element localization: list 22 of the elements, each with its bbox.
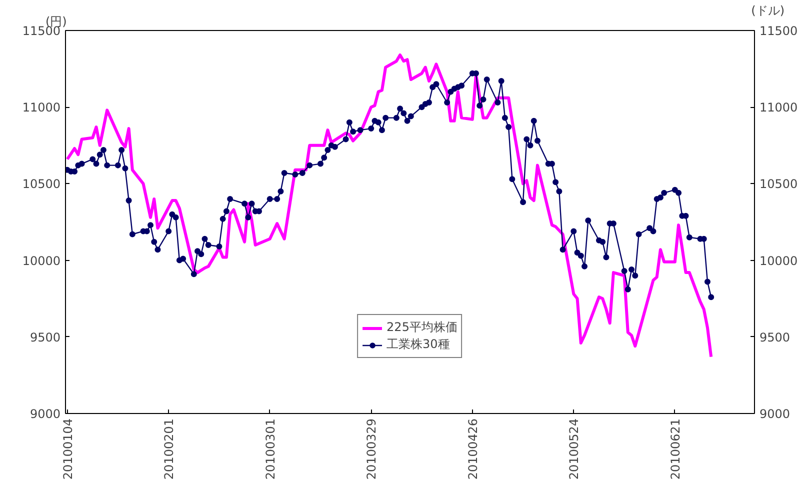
y2-axis-title: (ドル)	[751, 4, 785, 18]
y2-tick-label: 9500	[760, 330, 790, 344]
y2-tick-label: 9000	[760, 407, 790, 421]
y-tick-label: 10000	[22, 254, 61, 268]
x-tick-label: 20100104	[60, 418, 75, 480]
line-series	[66, 54, 713, 358]
y2-tick-label: 11000	[760, 100, 798, 115]
y2-tick-label: 11500	[760, 24, 798, 38]
x-tick-label: 20100201	[162, 418, 176, 480]
x-tick-label: 20100426	[466, 418, 480, 480]
y-tick-label: 9500	[30, 330, 61, 344]
y-tick-label: 11000	[22, 100, 61, 115]
y-tick-label: 9000	[30, 407, 61, 421]
legend-label: 225平均株価	[386, 319, 458, 336]
x-tick-label: 20100524	[567, 418, 582, 480]
legend-label: 工業株30種	[386, 336, 450, 353]
y2-tick-label: 10500	[760, 177, 798, 192]
y-tick-label: 10500	[22, 177, 61, 192]
y2-tick-label: 10000	[760, 254, 798, 268]
x-tick-label: 20100621	[668, 418, 682, 480]
x-tick-label: 20100301	[263, 418, 278, 480]
x-tick-label: 20100329	[364, 418, 379, 480]
